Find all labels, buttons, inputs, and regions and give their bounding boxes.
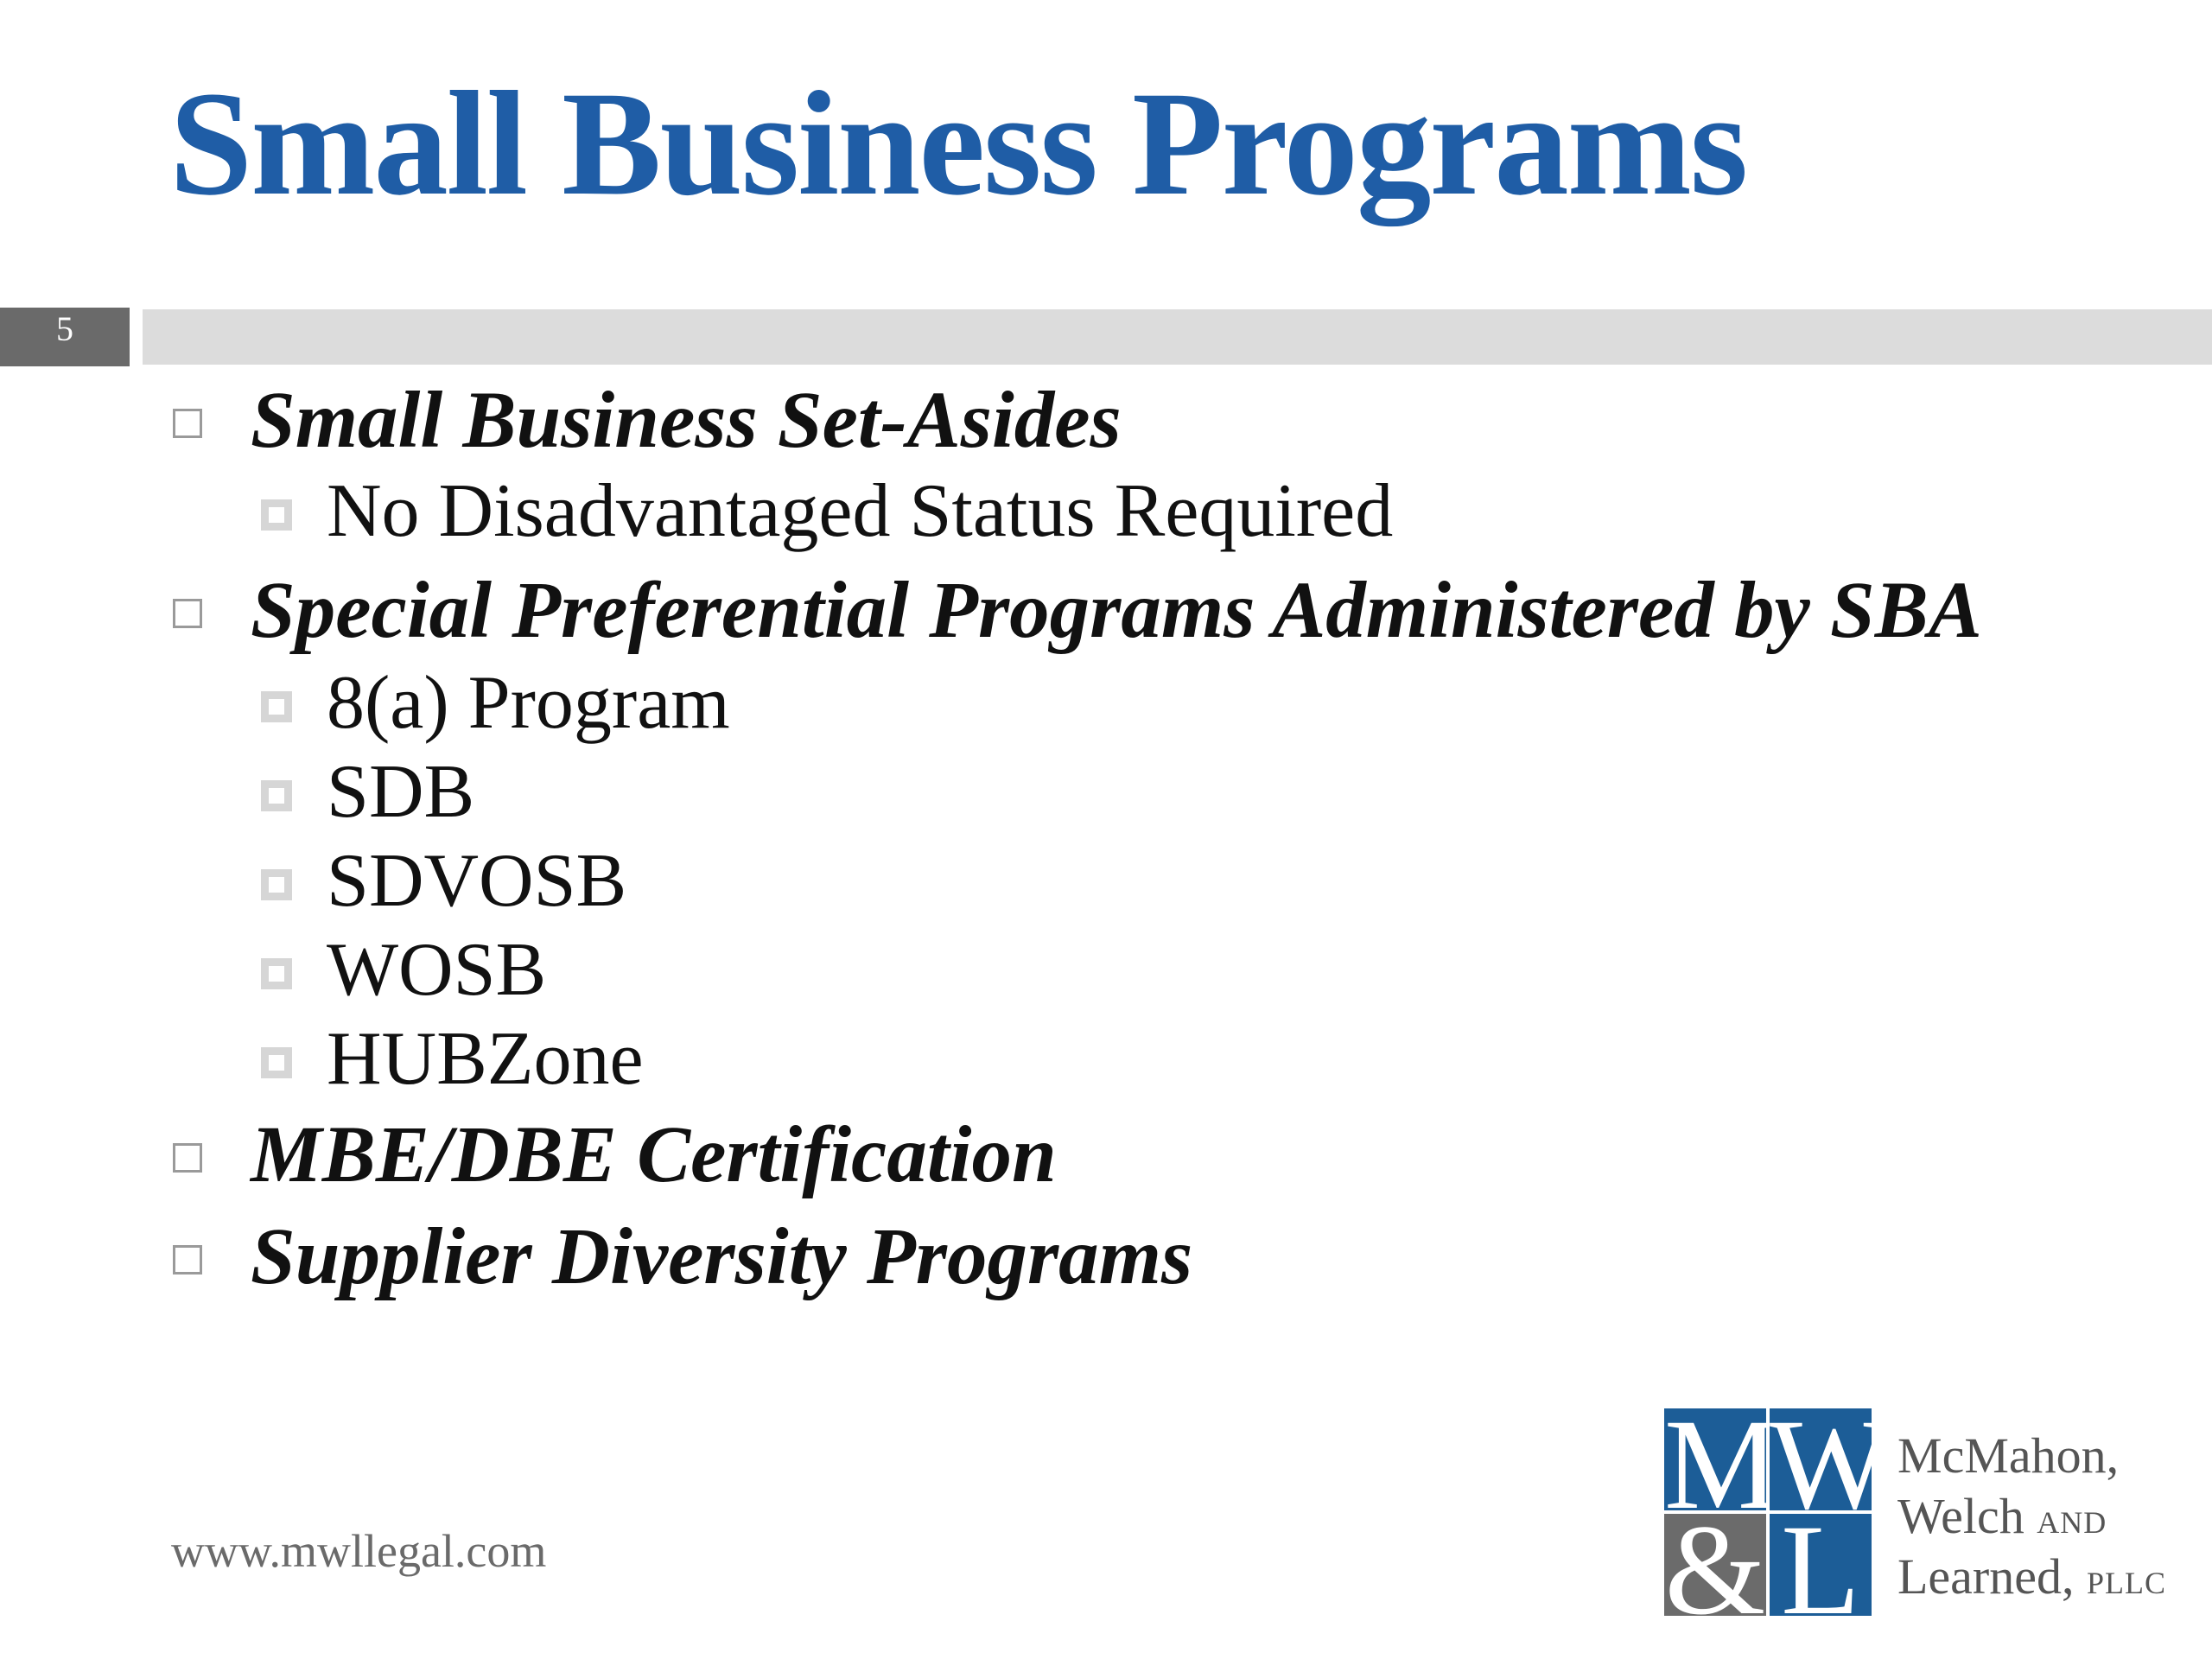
header-rule-bar (143, 309, 2212, 365)
firm-name-small: PLLC (2086, 1566, 2166, 1600)
logo-tile-l: L (1770, 1514, 1872, 1616)
square-bullet-icon (261, 499, 292, 531)
square-bullet-icon (173, 1143, 202, 1173)
logo-tile-m: M (1664, 1408, 1766, 1510)
square-bullet-icon (173, 409, 202, 438)
logo-tile-w: W (1770, 1408, 1872, 1510)
square-bullet-icon (261, 691, 292, 722)
bullet-text: SDVOSB (327, 839, 627, 923)
bullet-text: No Disadvantaged Status Required (327, 469, 1394, 553)
logo-letter: W (1770, 1408, 1872, 1510)
firm-name-small: AND (2037, 1505, 2107, 1540)
logo-tile-ampersand: & (1664, 1514, 1766, 1616)
firm-name-line2: Welch AND (1897, 1491, 2107, 1541)
slide-title: Small Business Programs (169, 61, 1748, 226)
bullet-text: Special Preferential Programs Administer… (251, 566, 1982, 655)
website-url: www.mwllegal.com (171, 1525, 547, 1577)
bullet-text: WOSB (327, 928, 547, 1012)
square-bullet-icon (261, 869, 292, 900)
firm-name-line3: Learned, PLLC (1897, 1552, 2166, 1602)
logo-letter: & (1664, 1514, 1766, 1616)
logo-letter: L (1781, 1514, 1860, 1616)
square-bullet-icon (261, 780, 292, 811)
bullet-text: SDB (327, 750, 475, 834)
square-bullet-icon (173, 599, 202, 628)
logo-letter: M (1664, 1408, 1766, 1510)
square-bullet-icon (261, 958, 292, 989)
firm-name-text: McMahon, (1897, 1427, 2120, 1484)
bullet-text: Supplier Diversity Programs (251, 1212, 1193, 1301)
firm-name-text: Learned, (1897, 1548, 2075, 1605)
firm-logo: M W & L McMahon, Welch AND Learned, PLLC (1664, 1408, 2183, 1621)
bullet-text: HUBZone (327, 1017, 644, 1101)
slide-number: 5 (0, 308, 130, 366)
bullet-text: 8(a) Program (327, 661, 730, 745)
firm-name-text: Welch (1897, 1488, 2024, 1544)
square-bullet-icon (173, 1245, 202, 1274)
bullet-text: Small Business Set-Asides (251, 376, 1122, 465)
firm-name-line1: McMahon, (1897, 1431, 2119, 1481)
bullet-text: MBE/DBE Certification (251, 1110, 1057, 1199)
square-bullet-icon (261, 1047, 292, 1078)
